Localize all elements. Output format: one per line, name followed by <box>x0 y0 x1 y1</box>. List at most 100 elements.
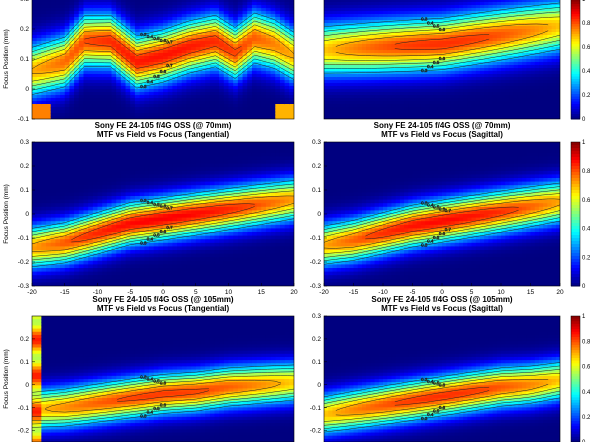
heatmap-cell <box>328 44 334 48</box>
heatmap-cell <box>36 178 42 183</box>
heatmap-cell <box>555 59 560 63</box>
heatmap-cell <box>200 104 206 108</box>
heatmap-cell <box>284 53 290 57</box>
heatmap-cell <box>484 44 489 48</box>
heatmap-cell <box>420 95 426 99</box>
heatmap-cells <box>324 0 560 119</box>
heatmap-cell <box>328 32 334 36</box>
heatmap-cell <box>55 152 61 157</box>
contour-lines: 0.30.30.40.40.50.50.60.60.70.7 <box>32 12 294 95</box>
heatmap-cell <box>275 80 281 84</box>
heatmap-cell <box>158 110 164 114</box>
heatmap-cell <box>289 74 294 78</box>
heatmap-cell <box>442 53 447 57</box>
heatmap-cell <box>265 71 272 75</box>
heatmap-cell <box>366 23 371 27</box>
heatmap-cell <box>509 59 515 63</box>
heatmap-cell <box>526 101 532 105</box>
heatmap-cell <box>69 89 75 93</box>
heatmap-cell <box>420 23 426 27</box>
heatmap-cell <box>102 53 108 57</box>
heatmap-cell <box>387 20 393 24</box>
heatmap-cell <box>111 98 117 102</box>
heatmap-cell <box>275 0 281 3</box>
heatmap-cell <box>463 68 468 72</box>
heatmap-cell <box>345 35 350 39</box>
heatmap-cell <box>543 113 548 117</box>
heatmap-cell <box>471 110 477 114</box>
colorbar-step <box>571 104 580 107</box>
heatmap-cell <box>492 104 498 108</box>
heatmap-cell <box>209 98 216 102</box>
heatmap-cell <box>526 110 532 114</box>
heatmap-cell <box>387 32 393 36</box>
heatmap-cell <box>383 71 388 75</box>
heatmap-cell <box>517 20 523 24</box>
heatmap-cell <box>543 47 548 51</box>
heatmap-cell <box>116 44 122 48</box>
heatmap-cell <box>361 23 367 27</box>
heatmap-cell <box>32 0 38 3</box>
heatmap-cell <box>446 95 452 99</box>
heatmap-cell <box>78 11 85 15</box>
heatmap-cell <box>416 47 422 51</box>
heatmap-cell <box>496 65 502 69</box>
colorbar: 10.80.60.40.20 <box>570 0 590 123</box>
heatmap-cell <box>366 77 371 81</box>
heatmap-cell <box>102 59 108 63</box>
heatmap-cell <box>242 86 248 90</box>
heatmap-cell <box>530 38 536 42</box>
heatmap-cell <box>345 89 350 93</box>
heatmap-cell <box>450 53 456 57</box>
heatmap-cell <box>526 11 532 15</box>
heatmap-cell <box>78 86 85 90</box>
heatmap-cell <box>530 41 536 45</box>
heatmap-cell <box>284 62 290 66</box>
heatmap-cell <box>69 113 75 117</box>
heatmap-cell <box>408 32 414 36</box>
heatmap-cells <box>32 0 294 119</box>
heatmap-cell <box>530 71 536 75</box>
heatmap-cell <box>36 188 42 193</box>
heatmap-cell <box>450 29 456 33</box>
heatmap-cell <box>555 14 560 18</box>
heatmap-cell <box>125 59 131 63</box>
heatmap-cell <box>237 62 244 66</box>
heatmap-cell <box>134 14 141 18</box>
heatmap-cell <box>534 41 540 45</box>
heatmap-cell <box>332 2 338 6</box>
colorbar-step <box>571 86 580 90</box>
heatmap-cell <box>88 5 94 9</box>
heatmap-cell <box>64 11 71 15</box>
heatmap-cell <box>46 59 52 63</box>
heatmap-cell <box>177 47 183 51</box>
heatmap-cell <box>50 264 56 269</box>
heatmap-cell <box>538 44 544 48</box>
heatmap-cell <box>163 56 169 60</box>
heatmap-cell <box>36 110 42 114</box>
heatmap-cell <box>270 0 276 3</box>
heatmap-cell <box>458 23 464 27</box>
heatmap-cell <box>429 71 435 75</box>
heatmap-cell <box>522 65 527 69</box>
heatmap-cell <box>538 50 544 54</box>
heatmap-cell <box>399 110 405 114</box>
heatmap-cell <box>361 113 367 117</box>
heatmap-cell <box>242 8 248 12</box>
heatmap-cell <box>205 23 211 27</box>
heatmap-cell <box>501 5 506 9</box>
heatmap-cell <box>92 0 99 3</box>
heatmap-cell <box>378 38 384 42</box>
heatmap-cell <box>340 50 346 54</box>
heatmap-cell <box>74 210 80 215</box>
heatmap-cell <box>517 14 523 18</box>
heatmap-cell <box>450 77 456 81</box>
heatmap-cell <box>437 95 443 99</box>
heatmap-cell <box>125 98 131 102</box>
heatmap-cell <box>214 92 220 96</box>
heatmap-cell <box>60 104 66 108</box>
heatmap-cell <box>46 95 52 99</box>
heatmap-cell <box>446 26 452 30</box>
heatmap-cell <box>345 32 350 36</box>
heatmap-cell <box>463 11 468 15</box>
